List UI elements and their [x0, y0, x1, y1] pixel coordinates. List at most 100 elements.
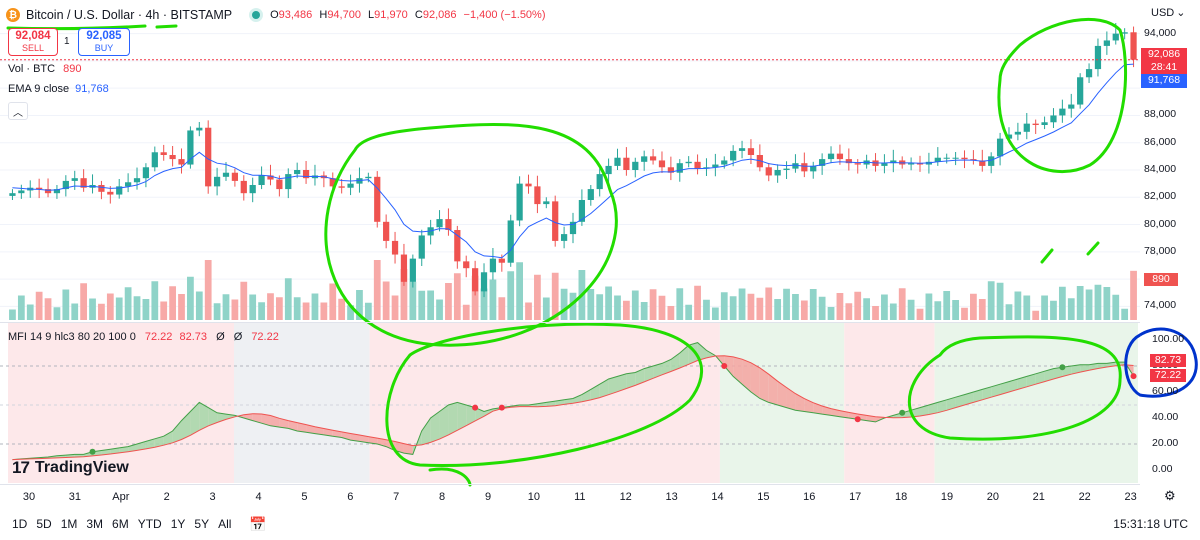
candle-body: [1005, 134, 1013, 139]
price-axis-label: 86,000: [1144, 135, 1177, 148]
volume-bar: [391, 295, 399, 320]
volume-tag: 890: [1144, 273, 1178, 286]
volume-bar: [249, 294, 257, 320]
timeframe-button[interactable]: 3M: [86, 517, 104, 531]
volume-bar: [115, 297, 123, 320]
volume-bar: [640, 302, 648, 320]
volume-bar: [711, 307, 719, 320]
annotation-stroke: [324, 122, 618, 347]
mfi-fill: [1044, 368, 1054, 382]
spread-value: 1: [64, 36, 70, 47]
candle-body: [1041, 122, 1048, 125]
bar-countdown: 28:41: [1141, 61, 1187, 74]
volume-bar: [889, 303, 897, 320]
mfi-fill: [288, 420, 298, 431]
mfi-fill: [145, 438, 155, 449]
timeframe-button[interactable]: 1M: [60, 517, 78, 531]
ohlc-readout: O93,486 H94,700 L91,970 C92,086 −1,400 (…: [270, 9, 546, 21]
mfi-fill: [1053, 367, 1063, 379]
price-axis-label: 94,000: [1144, 26, 1177, 39]
timeframe-button[interactable]: 1D: [12, 517, 28, 531]
volume-bar: [471, 275, 479, 320]
candle-body: [267, 175, 274, 180]
mfi-fill: [902, 410, 912, 418]
mfi-legend[interactable]: MFI 14 9 hlc3 80 20 100 0 72.22 82.73 Ø …: [8, 331, 279, 343]
mfi-cross-dot: [1130, 373, 1137, 380]
last-price-tag: 92,086: [1141, 48, 1187, 61]
candle-body: [623, 157, 630, 170]
candle-body: [1032, 123, 1039, 125]
mfi-fill: [350, 433, 360, 442]
gear-icon[interactable]: ⚙: [1164, 488, 1176, 503]
volume-legend[interactable]: Vol · BTC 890: [8, 63, 82, 75]
volume-bar: [364, 302, 372, 320]
candle-body: [569, 221, 577, 235]
timeframe-button[interactable]: All: [218, 517, 232, 531]
mfi-fill: [110, 447, 120, 454]
buy-button[interactable]: 92,085 BUY: [78, 28, 130, 56]
calendar-icon[interactable]: 📅: [249, 515, 267, 532]
candle-body: [71, 178, 78, 181]
candle-body: [1059, 108, 1066, 116]
volume-bar: [792, 294, 799, 320]
collapse-legend-button[interactable]: ︿: [8, 102, 28, 120]
symbol-header[interactable]: ₿ Bitcoin / U.S. Dollar · 4h · BITSTAMP …: [6, 6, 550, 24]
price-axis-label: 74,000: [1144, 299, 1177, 312]
ema-legend[interactable]: EMA 9 close 91,768: [8, 83, 109, 95]
timeframe-button[interactable]: 6M: [112, 517, 129, 531]
candle-body: [98, 185, 105, 192]
volume-bar: [1041, 295, 1048, 320]
mfi-axis-label: 40.00: [1152, 411, 1179, 423]
mfi-cross-dot: [854, 416, 861, 423]
candle-body: [507, 220, 514, 263]
time-axis-label: 22: [1078, 491, 1091, 503]
candle-body: [498, 258, 505, 263]
volume-bar: [26, 304, 34, 320]
volume-bar: [872, 306, 879, 320]
candle-body: [587, 189, 594, 200]
volume-bar: [1050, 300, 1057, 320]
mfi-fill: [697, 342, 707, 361]
ema-price-tag: 91,768: [1141, 74, 1187, 88]
price-axis-label: 80,000: [1144, 217, 1177, 230]
volume-bar: [124, 287, 132, 320]
candle-body: [1121, 32, 1128, 34]
symbol-title[interactable]: Bitcoin / U.S. Dollar · 4h · BITSTAMP: [26, 8, 233, 22]
sell-button[interactable]: 92,084 SELL: [8, 28, 58, 56]
currency-selector[interactable]: USD ⌄: [1151, 6, 1186, 20]
candle-body: [338, 186, 345, 188]
timeframe-button[interactable]: 5Y: [194, 517, 210, 531]
volume-bar: [9, 309, 16, 320]
candle-body: [560, 234, 568, 241]
mfi-fill: [991, 384, 1001, 398]
candle-body: [374, 176, 381, 222]
time-axis-label: 11: [574, 491, 586, 503]
volume-bar: [970, 293, 977, 320]
timeframe-button[interactable]: YTD: [137, 517, 162, 531]
mfi-fill: [724, 355, 734, 377]
candle-body: [667, 167, 674, 173]
timeframe-button[interactable]: 1Y: [170, 517, 186, 531]
price-gridlines: [0, 33, 1140, 307]
volume-bar: [80, 283, 88, 320]
candle-body: [133, 178, 141, 183]
pane-divider[interactable]: [0, 322, 1140, 323]
mfi-fill: [368, 436, 378, 444]
candle-body: [294, 170, 301, 175]
volume-bar: [800, 300, 808, 320]
volume-bar: [195, 291, 203, 320]
mfi-fill: [261, 413, 271, 426]
time-axis-label: 16: [803, 491, 816, 503]
time-axis-label: 12: [619, 491, 632, 503]
clock[interactable]: 15:31:18 UTC: [1113, 517, 1188, 531]
volume-bar: [703, 299, 710, 320]
volume-bar: [1130, 270, 1137, 320]
timeframe-button[interactable]: 5D: [36, 517, 52, 531]
candle-body: [685, 161, 692, 164]
time-axis-label: 7: [393, 491, 400, 503]
mfi-axis-label: 100.00: [1152, 333, 1185, 345]
mfi-fill: [119, 446, 129, 453]
tradingview-logo[interactable]: 17 TradingView: [12, 458, 129, 477]
mfi-fill: [608, 376, 618, 395]
